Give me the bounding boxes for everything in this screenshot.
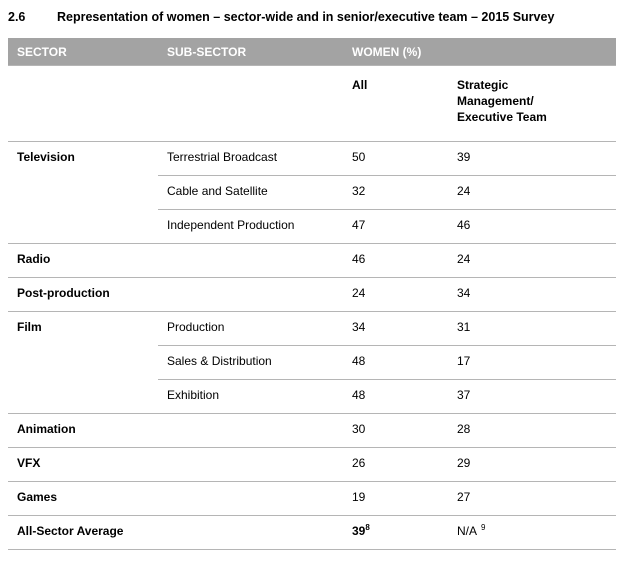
table-row: Games 19 27 (8, 481, 617, 517)
exec-value-cell: 31 (448, 311, 617, 347)
document-page: 2.6 Representation of women – sector-wid… (8, 9, 617, 551)
exec-value-cell: 37 (448, 379, 617, 415)
table-row: VFX 26 29 (8, 447, 617, 483)
all-value-cell: 398 (343, 515, 448, 551)
sub-sector-cell (158, 447, 343, 483)
sector-cell: Games (8, 481, 158, 517)
exec-average-value: N/A (457, 524, 478, 539)
sub-sector-cell: Cable and Satellite (158, 175, 343, 211)
sub-sector-cell: Production (158, 311, 343, 347)
col-subheader-exec: Strategic Management/ Executive Team (448, 65, 617, 143)
table-row: Television Terrestrial Broadcast 50 39 (8, 141, 617, 245)
all-value-cell: 26 (343, 447, 448, 483)
section-title: Representation of women – sector-wide an… (57, 10, 555, 24)
section-number: 2.6 (8, 10, 26, 24)
sector-cell: Animation (8, 413, 158, 449)
table-header-row: SECTOR SUB-SECTOR WOMEN (%) (8, 37, 617, 67)
all-value-cell: 34 (343, 311, 448, 347)
table-row: Exhibition 48 37 (8, 379, 617, 415)
exec-value-cell: 24 (448, 175, 617, 211)
all-value-cell: 48 (343, 379, 448, 415)
sector-cell: Film (8, 311, 158, 415)
sub-sector-cell (158, 243, 343, 279)
all-value-cell: 30 (343, 413, 448, 449)
all-average-value: 39 (352, 524, 366, 539)
col-header-sector: SECTOR (8, 37, 158, 67)
sub-sector-cell: Terrestrial Broadcast (158, 141, 343, 177)
exec-value-cell: 27 (448, 481, 617, 517)
spacer-cell (8, 65, 158, 143)
section-heading: 2.6 Representation of women – sector-wid… (8, 9, 616, 26)
table-row: Cable and Satellite 32 24 (8, 175, 617, 211)
exec-value-cell: 29 (448, 447, 617, 483)
exec-value-cell: 39 (448, 141, 617, 177)
col-subheader-all: All (343, 65, 448, 143)
all-value-cell: 46 (343, 243, 448, 279)
exec-value-cell: 34 (448, 277, 617, 313)
all-value-cell: 32 (343, 175, 448, 211)
table-row: Radio 46 24 (8, 243, 617, 279)
all-value-cell: 50 (343, 141, 448, 177)
sub-sector-cell (158, 515, 343, 551)
table-row: Independent Production 47 46 (8, 209, 617, 245)
exec-value-cell: N/A 9 (448, 515, 617, 551)
sector-cell: VFX (8, 447, 158, 483)
exec-value-cell: 46 (448, 209, 617, 245)
table-subheader-row: All Strategic Management/ Executive Team (8, 65, 617, 143)
sector-cell: Radio (8, 243, 158, 279)
sector-cell: Post-production (8, 277, 158, 313)
all-value-cell: 48 (343, 345, 448, 381)
representation-table: SECTOR SUB-SECTOR WOMEN (%) All Strategi… (8, 37, 617, 551)
sub-sector-cell: Exhibition (158, 379, 343, 415)
sub-sector-cell (158, 481, 343, 517)
all-value-cell: 19 (343, 481, 448, 517)
footnote-marker: 9 (481, 523, 486, 533)
exec-value-cell: 28 (448, 413, 617, 449)
all-value-cell: 47 (343, 209, 448, 245)
table-row: Film Production 34 31 (8, 311, 617, 415)
col-subheader-exec-label: Strategic Management/ Executive Team (457, 78, 547, 125)
col-header-sub-sector: SUB-SECTOR (158, 37, 343, 67)
sub-sector-cell (158, 277, 343, 313)
col-header-women-pct: WOMEN (%) (343, 37, 617, 67)
table-row: Post-production 24 34 (8, 277, 617, 313)
exec-value-cell: 17 (448, 345, 617, 381)
sector-cell: Television (8, 141, 158, 245)
table-row-average: All-Sector Average 398 N/A 9 (8, 515, 617, 551)
spacer-cell (158, 65, 343, 143)
sub-sector-cell: Sales & Distribution (158, 345, 343, 381)
sub-sector-cell: Independent Production (158, 209, 343, 245)
all-value-cell: 24 (343, 277, 448, 313)
exec-value-cell: 24 (448, 243, 617, 279)
sub-sector-cell (158, 413, 343, 449)
footnote-marker: 8 (365, 523, 370, 533)
sector-cell: All-Sector Average (8, 515, 158, 551)
table-row: Animation 30 28 (8, 413, 617, 449)
table-row: Sales & Distribution 48 17 (8, 345, 617, 381)
